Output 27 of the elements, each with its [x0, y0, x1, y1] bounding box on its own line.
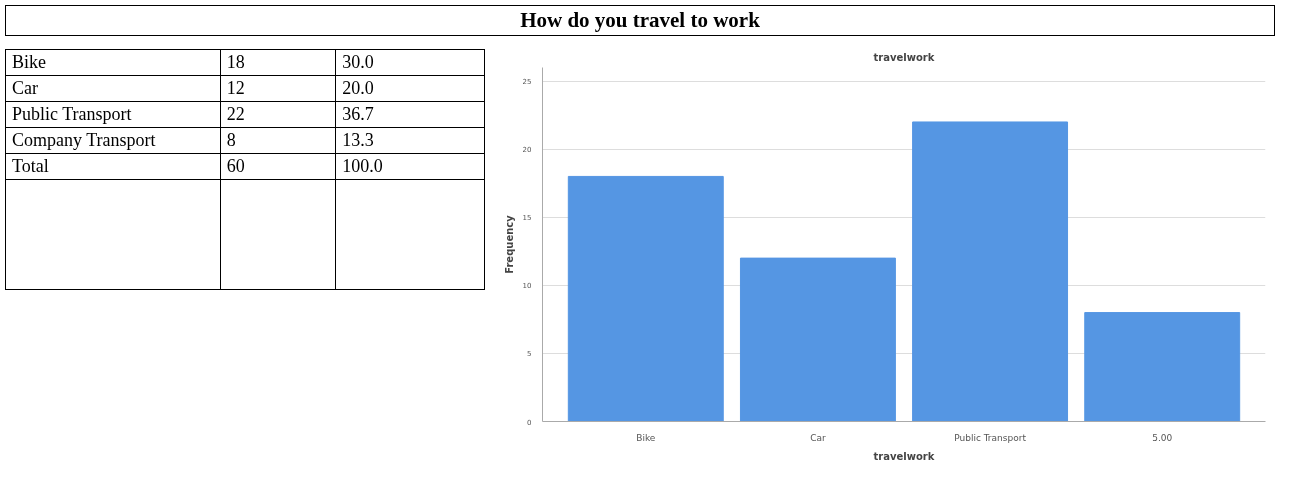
x-tick-label: Public Transport: [954, 432, 1027, 443]
text: 36.7: [335, 101, 485, 128]
text: How do you travel to work: [5, 5, 1275, 36]
x-axis-title: travelwork: [873, 450, 935, 462]
text: 18: [220, 49, 336, 76]
bar: [739, 257, 896, 422]
text: Company Transport: [5, 127, 221, 154]
y-axis-title: Frequency: [503, 214, 515, 274]
text: 30.0: [335, 49, 485, 76]
chart-title: travelwork: [873, 51, 935, 63]
text: 12: [220, 75, 336, 102]
bar: [912, 121, 1069, 422]
bar: [567, 175, 724, 422]
text: 22: [220, 101, 336, 128]
x-tick-label: 5.00: [1152, 432, 1173, 443]
bar: [1084, 312, 1241, 422]
x-tick-label: Bike: [636, 432, 656, 443]
text: 100.0: [335, 153, 485, 180]
text: Total: [5, 153, 221, 180]
text: 8: [220, 127, 336, 154]
text: 20.0: [335, 75, 485, 102]
text: Car: [5, 75, 221, 102]
text: Bike: [5, 49, 221, 76]
x-tick-label: Car: [810, 432, 826, 443]
text: 13.3: [335, 127, 485, 154]
text: 60: [220, 153, 336, 180]
text: Public Transport: [5, 101, 221, 128]
